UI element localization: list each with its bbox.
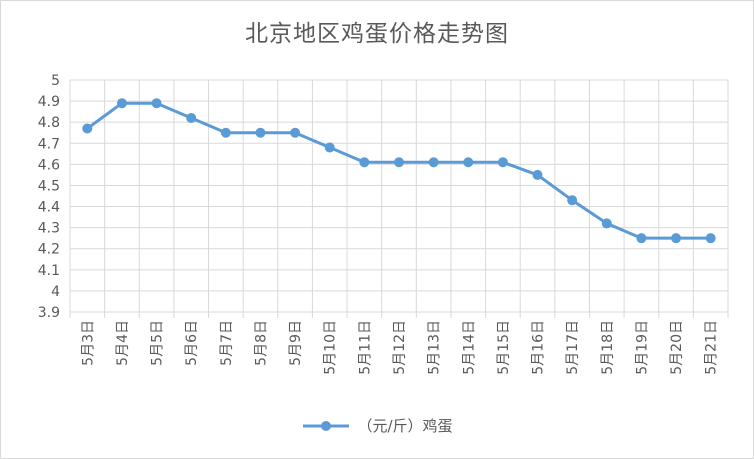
x-tick-label: 5月10日 — [323, 320, 339, 375]
data-point — [532, 169, 543, 180]
data-point — [324, 142, 335, 153]
x-tick-label: 5月4日 — [115, 320, 131, 366]
data-point — [186, 112, 197, 123]
data-point — [151, 98, 162, 109]
y-tick-label: 4.3 — [38, 221, 60, 237]
y-tick-label: 4.8 — [38, 115, 60, 131]
x-tick-label: 5月11日 — [357, 320, 373, 375]
data-point — [359, 157, 370, 168]
series-line — [85, 101, 713, 240]
data-point — [220, 127, 231, 138]
legend: （元/斤）鸡蛋 — [0, 415, 754, 436]
y-tick-label: 4.4 — [38, 200, 60, 216]
data-point — [290, 127, 301, 138]
x-tick-label: 5月9日 — [288, 320, 304, 366]
x-tick-label: 5月19日 — [634, 320, 650, 375]
x-tick-label: 5月17日 — [565, 320, 581, 375]
data-point — [255, 127, 266, 138]
data-point — [116, 98, 127, 109]
x-tick-label: 5月16日 — [531, 320, 547, 375]
x-tick-label: 5月13日 — [427, 320, 443, 375]
y-tick-label: 4.9 — [38, 94, 60, 110]
y-tick-label: 4.7 — [38, 136, 60, 152]
y-tick-label: 5 — [51, 73, 60, 89]
x-tick-label: 5月3日 — [80, 320, 96, 366]
x-tick-label: 5月20日 — [669, 320, 685, 375]
y-tick-label: 4.2 — [38, 242, 60, 258]
x-tick-label: 5月12日 — [392, 320, 408, 375]
data-point — [82, 123, 93, 134]
x-tick-label: 5月18日 — [600, 320, 616, 375]
data-point — [463, 157, 474, 168]
data-point — [671, 233, 682, 244]
y-tick-label: 4.1 — [38, 263, 60, 279]
chart-title: 北京地区鸡蛋价格走势图 — [245, 21, 509, 47]
data-point — [567, 195, 578, 206]
data-point — [601, 218, 612, 229]
data-point — [497, 157, 508, 168]
x-tick-label: 5月15日 — [496, 320, 512, 375]
y-tick-label: 4.6 — [38, 157, 60, 173]
y-tick-label: 3.9 — [38, 305, 60, 321]
legend-swatch — [303, 420, 350, 431]
data-point — [636, 233, 647, 244]
x-tick-label: 5月21日 — [704, 320, 720, 375]
x-tick-label: 5月8日 — [253, 320, 269, 366]
data-point — [428, 157, 439, 168]
data-point — [705, 233, 716, 244]
data-point — [394, 157, 404, 168]
y-tick-label: 4.5 — [38, 178, 60, 194]
x-tick-label: 5月14日 — [461, 320, 477, 375]
x-tick-label: 5月5日 — [150, 320, 166, 366]
x-tick-label: 5月7日 — [219, 320, 235, 366]
legend-label: （元/斤）鸡蛋 — [357, 417, 453, 435]
y-tick-label: 4 — [51, 284, 60, 300]
x-tick-label: 5月6日 — [184, 320, 200, 366]
